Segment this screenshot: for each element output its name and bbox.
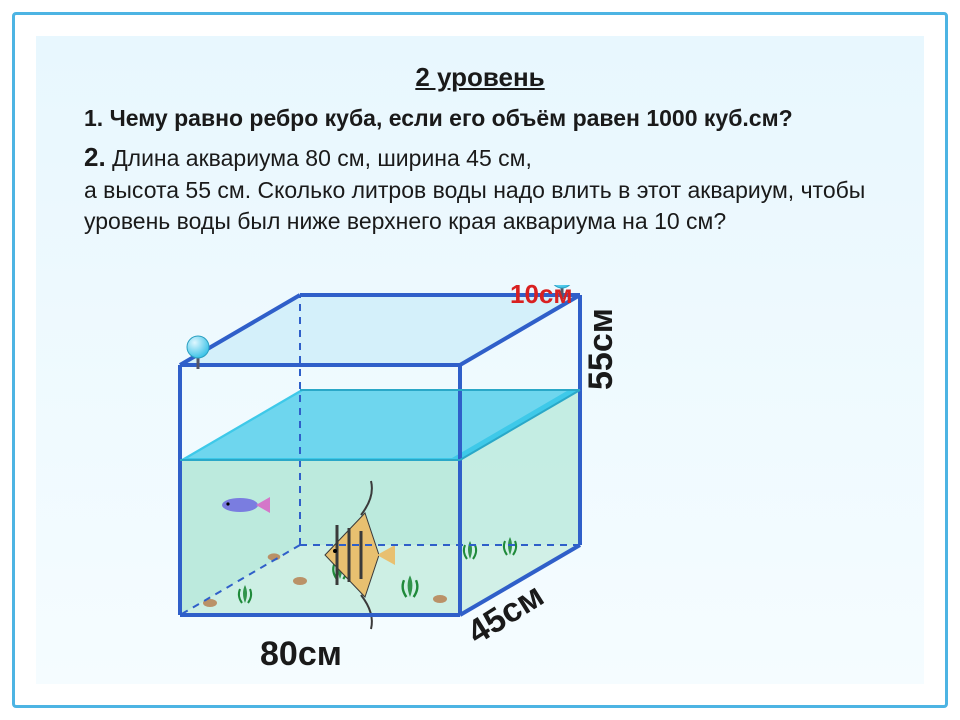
question-2-line1: Длина аквариума 80 см, ширина 45 см, (106, 145, 532, 171)
aquarium-diagram: 80см 45см 55см 10см (120, 285, 640, 685)
level-title: 2 уровень (84, 62, 876, 93)
question-2-number: 2. (84, 142, 106, 172)
question-2: 2. Длина аквариума 80 см, ширина 45 см, … (84, 140, 876, 237)
length-label: 80см (260, 635, 342, 674)
gap-label: 10см (510, 279, 573, 310)
height-label: 55см (582, 308, 621, 390)
question-2-line2: а высота 55 см. Сколько литров воды надо… (84, 177, 865, 234)
question-1: 1. Чему равно ребро куба, если его объём… (84, 103, 876, 134)
